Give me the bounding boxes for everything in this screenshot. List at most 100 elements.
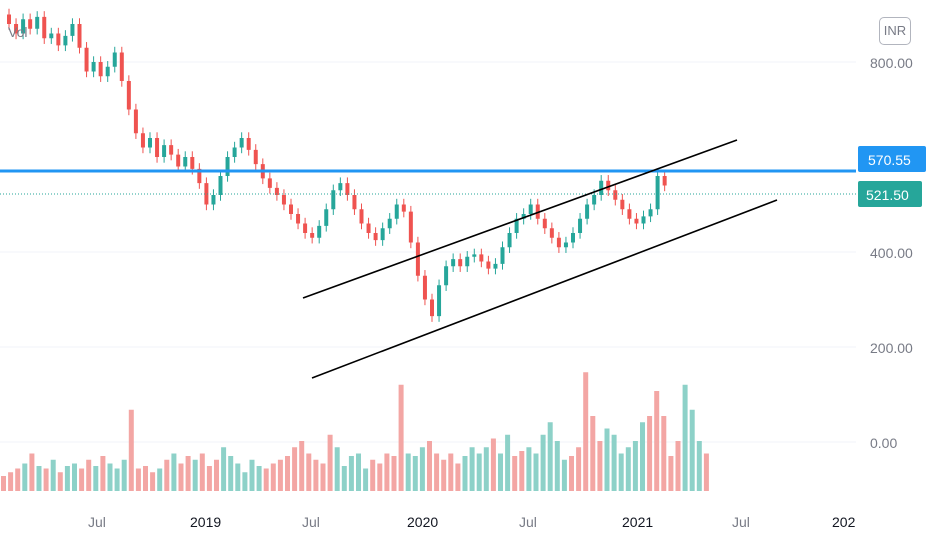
candle-body xyxy=(119,52,124,81)
volume-bar xyxy=(15,468,21,491)
candle-body xyxy=(112,52,117,67)
volume-bar xyxy=(93,466,99,491)
volume-bar xyxy=(427,441,432,491)
candle-body xyxy=(592,195,597,205)
volume-bar xyxy=(263,468,269,491)
volume-bar xyxy=(554,441,560,491)
volume-bar xyxy=(611,434,617,491)
volume-bar xyxy=(192,459,198,491)
candle-body xyxy=(521,214,526,219)
candle-body xyxy=(528,204,533,214)
candle-body xyxy=(204,183,209,205)
volume-bar xyxy=(306,453,312,491)
volume-bar xyxy=(640,422,645,491)
candle-body xyxy=(7,14,11,24)
volume-bar xyxy=(618,453,624,491)
volume-bar xyxy=(206,466,212,491)
volume-bar xyxy=(100,456,106,491)
volume-bar xyxy=(625,447,631,491)
candle-body xyxy=(444,266,449,286)
candle-body xyxy=(648,209,653,217)
volume-bar xyxy=(490,438,496,491)
volume-bar xyxy=(235,463,241,491)
y-tick-label: 200.00 xyxy=(870,340,913,356)
volume-bar xyxy=(540,434,546,491)
volume-bar xyxy=(150,472,156,491)
currency-button[interactable]: INR xyxy=(879,17,911,45)
candle-body xyxy=(535,204,540,219)
candle-body xyxy=(28,19,33,29)
candle-body xyxy=(303,223,308,233)
volume-bar xyxy=(604,428,610,491)
volume-bar xyxy=(64,466,70,491)
candle-body xyxy=(317,225,322,238)
volume-bar xyxy=(114,468,120,491)
candle-body xyxy=(232,147,237,157)
volume-bar xyxy=(696,441,702,491)
candle-body xyxy=(479,254,484,262)
volume-bar xyxy=(576,447,582,491)
volume-bar xyxy=(185,456,191,491)
volume-bar xyxy=(398,384,404,491)
volume-bar xyxy=(43,468,49,491)
volume-bar xyxy=(391,456,397,491)
candle-body xyxy=(641,216,646,224)
volume-bar xyxy=(448,453,454,491)
volume-bar xyxy=(654,391,660,491)
candle-body xyxy=(549,228,554,238)
x-tick-label: Jul xyxy=(732,514,750,530)
volume-bar xyxy=(661,416,667,491)
volume-bar xyxy=(363,468,369,491)
candle-body xyxy=(345,183,350,195)
volume-bar xyxy=(199,453,205,491)
candle-body xyxy=(176,154,181,167)
candle-body xyxy=(373,233,378,241)
candle-body xyxy=(239,138,244,148)
x-tick-label: 202 xyxy=(832,514,856,530)
volume-bar xyxy=(228,456,234,491)
candle-body xyxy=(352,195,357,210)
volume-bar xyxy=(57,472,63,491)
candle-body xyxy=(627,209,632,219)
y-tick-label: 400.00 xyxy=(870,245,913,261)
volume-bar xyxy=(469,447,475,491)
volume-bar xyxy=(299,441,305,491)
volume-bar xyxy=(107,463,113,491)
candle-body xyxy=(620,199,625,210)
volume-bar xyxy=(121,459,127,491)
x-tick-label: Jul xyxy=(302,514,320,530)
candle-body xyxy=(91,62,96,72)
candle-body xyxy=(77,24,82,48)
candle-body xyxy=(211,195,216,205)
candle-body xyxy=(246,138,251,150)
candle-body xyxy=(21,19,26,34)
volume-bar xyxy=(72,463,77,491)
trend-line-upper[interactable] xyxy=(302,139,738,299)
volume-bar xyxy=(434,453,440,491)
volume-bar xyxy=(292,447,298,491)
volume-bar xyxy=(682,384,688,491)
volume-bar xyxy=(377,463,383,491)
candle-body xyxy=(394,204,399,219)
candle-body xyxy=(437,285,442,317)
candle-body xyxy=(190,157,195,169)
time-axis: Jul 2019 Jul 2020 Jul 2021 Jul 202 xyxy=(88,514,856,530)
volume-bar xyxy=(533,453,539,491)
volume-bar xyxy=(171,453,177,491)
volume-bar xyxy=(327,434,333,491)
volume-bar xyxy=(505,434,511,491)
trend-line-lower[interactable] xyxy=(311,199,778,379)
volume-bar xyxy=(689,409,695,491)
candle-body xyxy=(126,81,131,110)
candle-body xyxy=(430,299,434,317)
candle-body xyxy=(84,47,89,72)
volume-bar xyxy=(334,447,340,491)
candle-body xyxy=(148,138,152,148)
volume-bar xyxy=(590,416,596,491)
candle-body xyxy=(451,259,456,267)
volume-bar xyxy=(356,453,361,491)
volume-bar xyxy=(79,468,85,491)
volume-bar xyxy=(277,459,283,491)
candle-body xyxy=(571,233,575,243)
